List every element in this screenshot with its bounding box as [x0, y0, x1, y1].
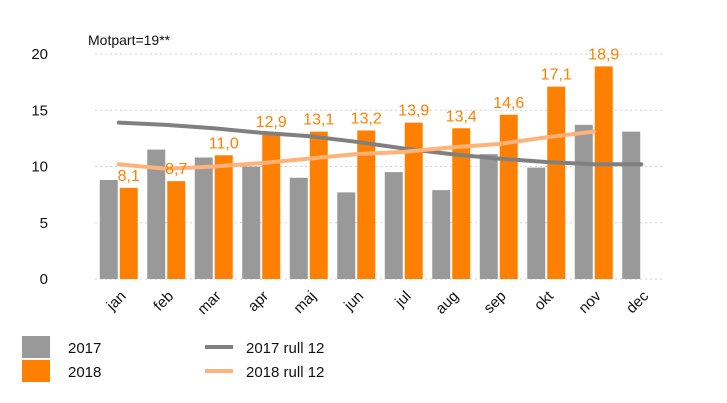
data-label: 13,9 — [398, 103, 429, 120]
bar-2017-dec — [622, 131, 641, 279]
bar-2018-nov — [594, 66, 613, 279]
legend-label: 2017 rull 12 — [246, 340, 324, 357]
bar-2018-jun — [357, 130, 376, 279]
data-label: 14,6 — [493, 95, 524, 112]
lines — [116, 120, 644, 171]
bar-2018-okt — [547, 86, 566, 279]
data-label: 17,1 — [541, 67, 572, 84]
x-tick-label: feb — [150, 288, 177, 315]
bar-2018-feb — [167, 181, 186, 279]
bar-2017-mar — [194, 157, 213, 279]
y-tick-label: 10 — [31, 159, 48, 176]
y-tick-label: 15 — [31, 102, 48, 119]
bar-2017-nov — [574, 124, 593, 279]
data-label: 13,4 — [446, 108, 477, 125]
x-tick-label: okt — [531, 287, 558, 314]
x-tick-label: apr — [245, 288, 272, 315]
series-line-2018-rull-12 — [116, 129, 596, 171]
data-label: 12,9 — [256, 114, 287, 131]
bar-2017-feb — [147, 149, 166, 279]
data-label: 13,1 — [303, 112, 334, 129]
bar-2017-jun — [337, 192, 356, 279]
x-tick-label: maj — [290, 288, 319, 317]
y-tick-label: 20 — [31, 46, 48, 63]
y-axis-ticks: 0 5 10 15 20 — [31, 46, 48, 288]
x-tick-label: dec — [623, 287, 652, 316]
bar-2018-jan — [119, 187, 138, 279]
series-line-2017-rull-12 — [116, 120, 644, 167]
bar-2018-apr — [262, 133, 281, 279]
x-tick-label: mar — [194, 288, 224, 318]
x-tick-label: nov — [575, 287, 604, 316]
data-label: 11,0 — [209, 135, 239, 152]
data-label: 18,9 — [588, 46, 619, 63]
bar-2017-maj — [289, 177, 308, 279]
y-tick-label: 5 — [40, 215, 48, 232]
legend-swatch — [22, 360, 50, 382]
data-label: 8,7 — [165, 161, 187, 178]
data-label: 8,1 — [118, 168, 140, 185]
x-tick-label: sep — [480, 288, 509, 317]
bar-2017-jan — [99, 180, 118, 279]
bar-2018-aug — [452, 128, 471, 279]
bar-2017-jul — [384, 172, 403, 279]
x-tick-label: jun — [340, 288, 367, 315]
bar-2018-maj — [309, 131, 328, 279]
bar-2017-apr — [242, 166, 261, 279]
bar-2017-okt — [527, 167, 546, 279]
x-axis-ticks: jan feb mar apr maj jun jul aug sep okt nov dec — [103, 287, 653, 318]
legend-swatch — [22, 336, 50, 358]
bar-2018-sep — [499, 114, 518, 279]
bar-2018-jul — [404, 122, 423, 279]
bar-2017-sep — [479, 154, 498, 279]
bar-2017-aug — [432, 190, 451, 279]
legend: 2017 2018 2017 rull 12 2018 rull 12 — [22, 336, 324, 382]
legend-label: 2017 — [68, 340, 101, 357]
x-tick-label: jan — [103, 288, 130, 315]
data-labels: 8,1 8,7 11,0 12,9 13,1 13,2 13,9 13,4 14,6 17,1 18… — [118, 46, 620, 185]
legend-label: 2018 rull 12 — [246, 364, 324, 381]
x-tick-label: jul — [391, 288, 414, 311]
legend-label: 2018 — [68, 364, 101, 381]
data-label: 13,2 — [351, 111, 382, 128]
bar-2018-mar — [214, 155, 233, 279]
chart-annotation: Motpart=19** — [88, 32, 171, 48]
x-tick-label: aug — [432, 288, 462, 318]
y-tick-label: 0 — [40, 271, 48, 288]
